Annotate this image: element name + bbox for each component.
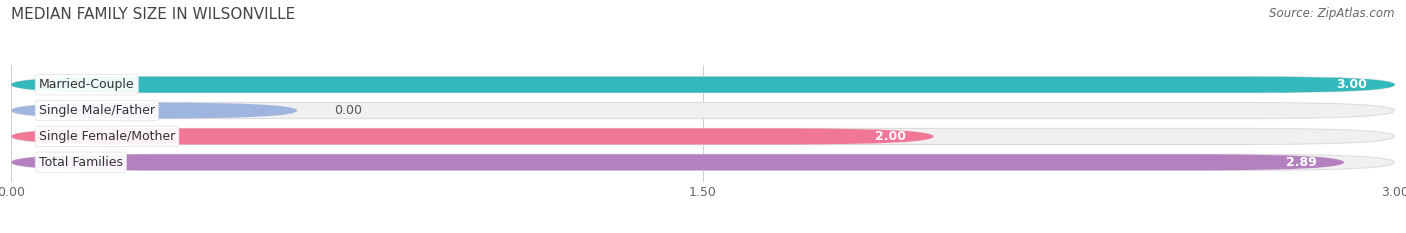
FancyBboxPatch shape [11,77,1395,93]
FancyBboxPatch shape [11,103,1395,119]
FancyBboxPatch shape [11,154,1395,170]
FancyBboxPatch shape [11,103,297,119]
Text: Single Female/Mother: Single Female/Mother [39,130,176,143]
Text: 2.00: 2.00 [875,130,905,143]
FancyBboxPatch shape [11,154,1344,170]
Text: Single Male/Father: Single Male/Father [39,104,155,117]
FancyBboxPatch shape [11,128,1395,144]
FancyBboxPatch shape [11,128,934,144]
Text: Source: ZipAtlas.com: Source: ZipAtlas.com [1270,7,1395,20]
Text: 3.00: 3.00 [1336,78,1367,91]
FancyBboxPatch shape [11,77,1395,93]
Text: Married-Couple: Married-Couple [39,78,135,91]
Text: 2.89: 2.89 [1285,156,1316,169]
Text: Total Families: Total Families [39,156,122,169]
Text: 0.00: 0.00 [335,104,363,117]
Text: MEDIAN FAMILY SIZE IN WILSONVILLE: MEDIAN FAMILY SIZE IN WILSONVILLE [11,7,295,22]
